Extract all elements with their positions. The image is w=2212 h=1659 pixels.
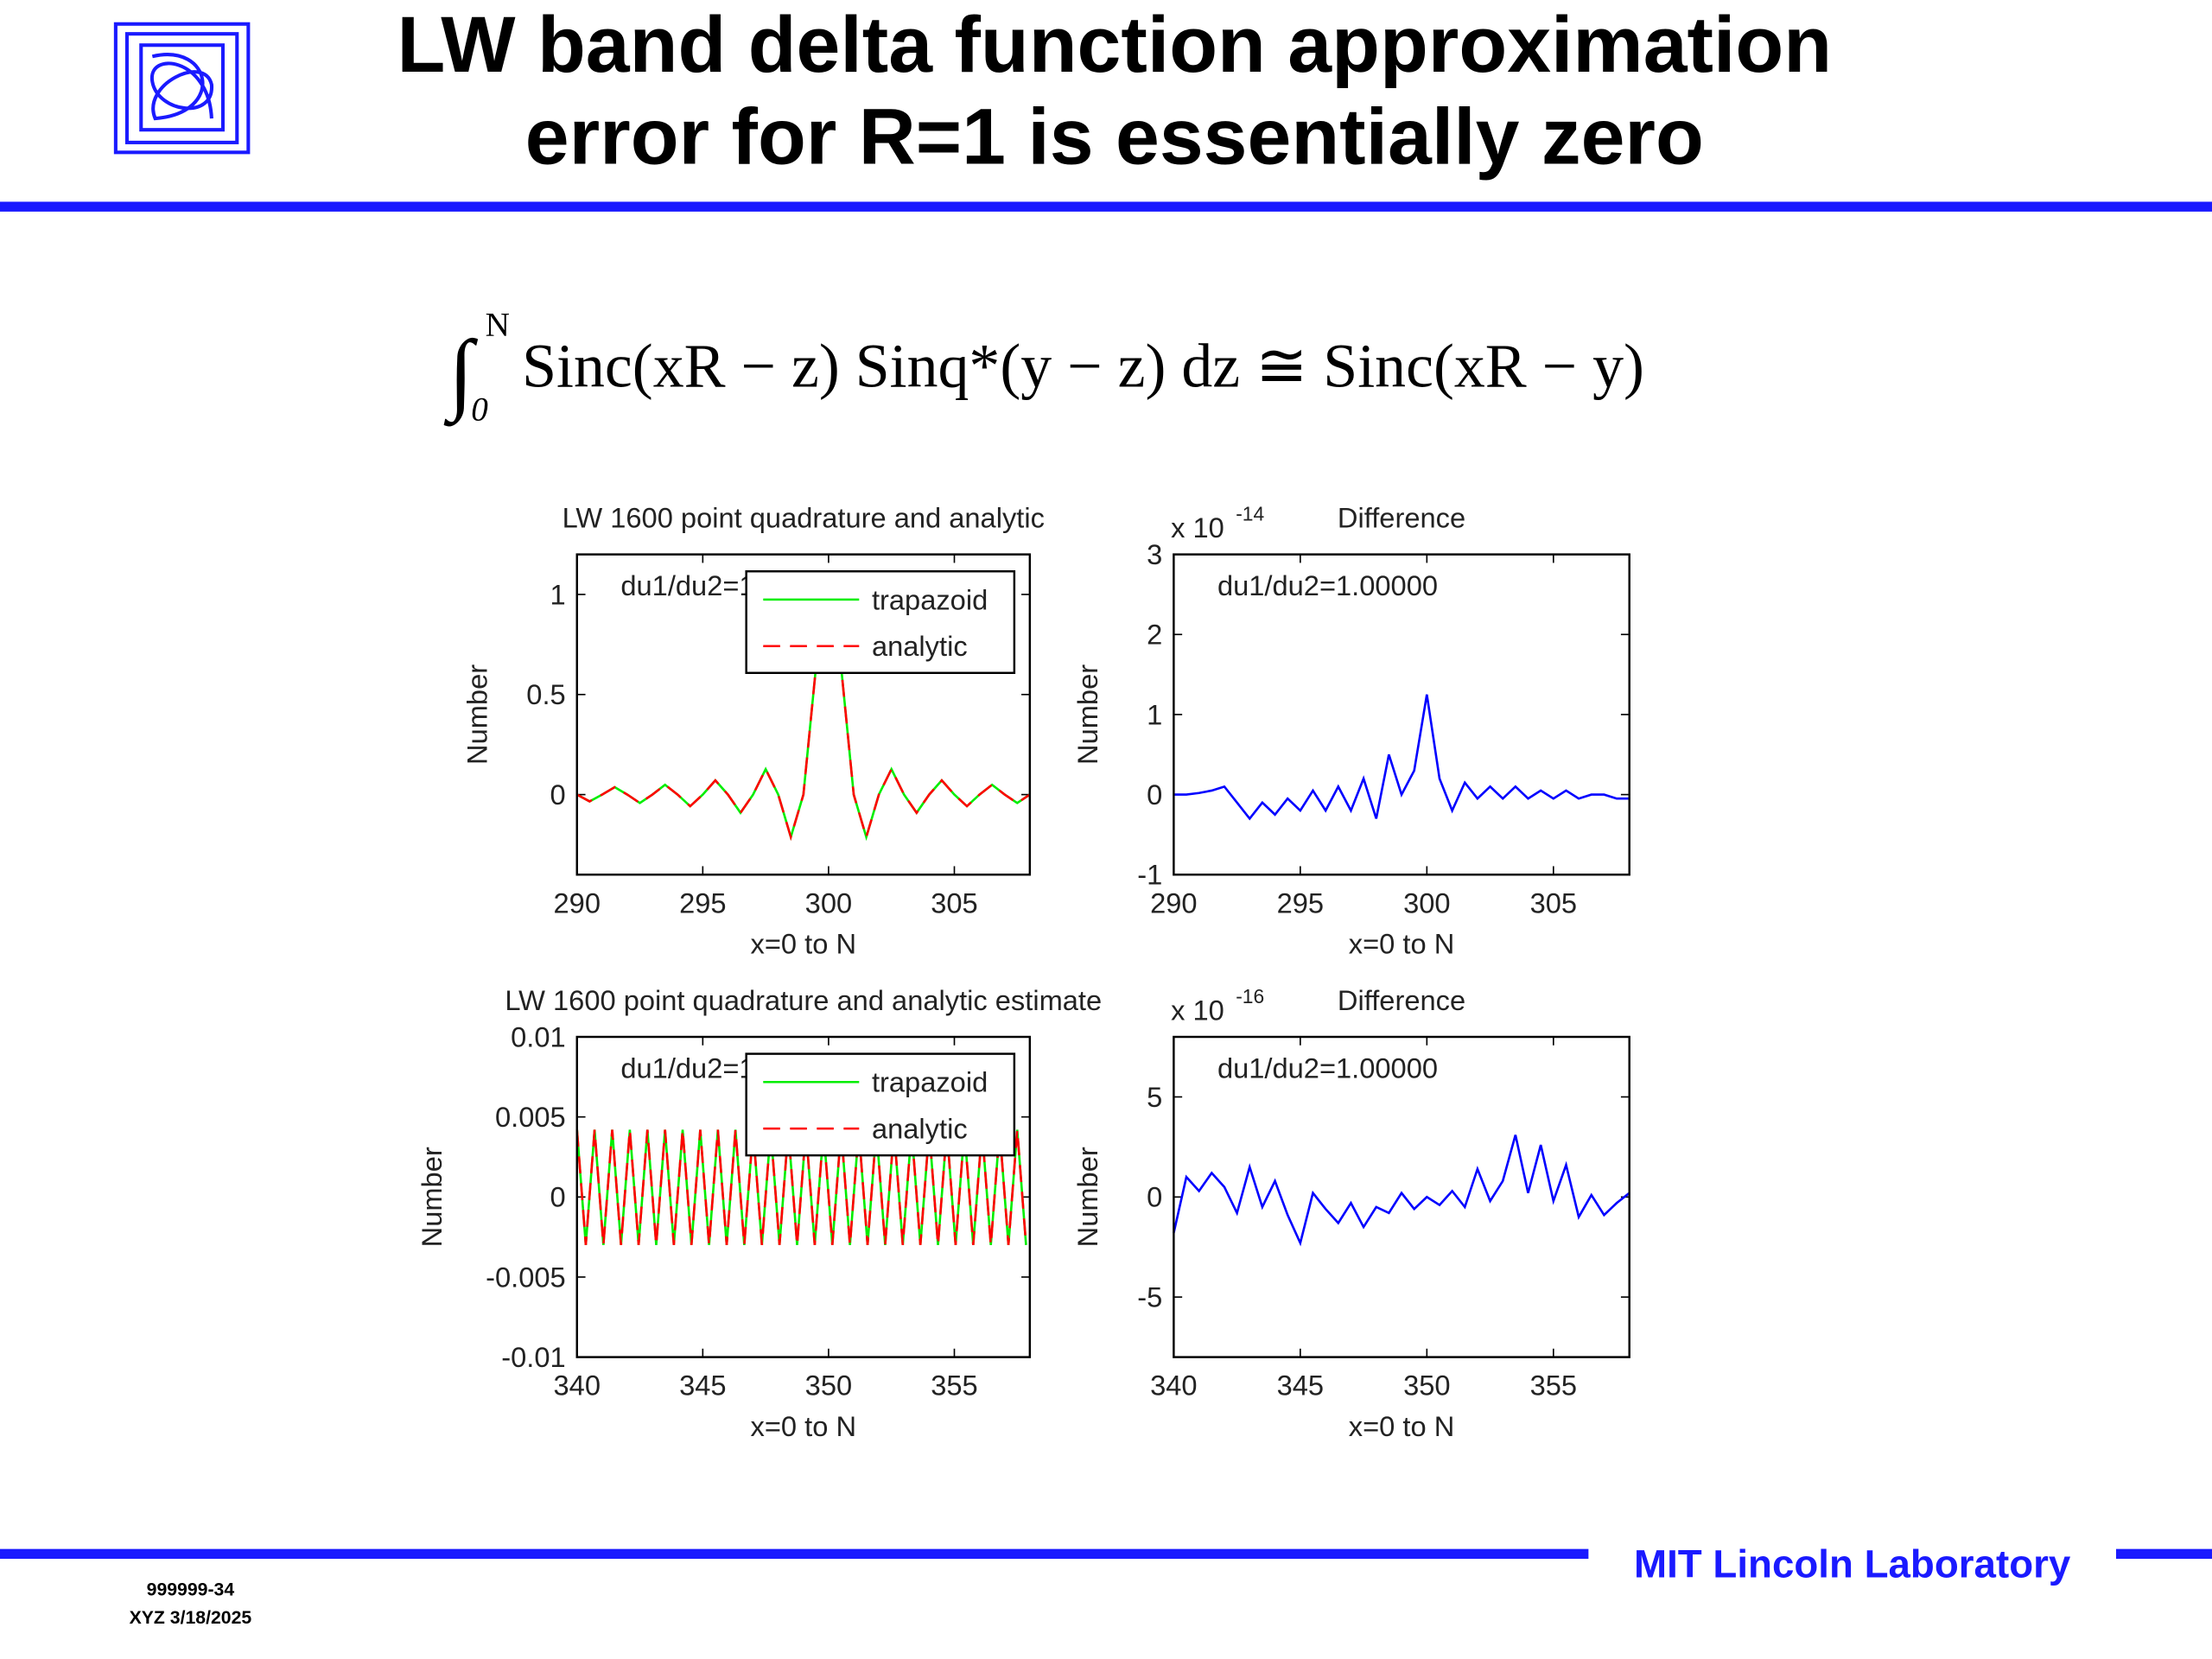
chart-title: Difference	[1338, 984, 1465, 1016]
axis-exponent: -14	[1236, 502, 1264, 524]
chart-title: LW 1600 point quadrature and analytic es…	[505, 984, 1102, 1016]
data-line	[1173, 694, 1630, 821]
plot-frame	[1173, 1035, 1630, 1358]
y-tick-label: -1	[1137, 859, 1162, 891]
chart: LW 1600 point quadrature and analytic es…	[416, 984, 1102, 1442]
footer-rule	[0, 1548, 1589, 1560]
logo	[113, 22, 251, 155]
x-axis-label: x=0 to N	[751, 928, 856, 960]
axis-multiplier: x 10	[1171, 994, 1224, 1026]
legend-box	[745, 1052, 1016, 1157]
x-tick-label: 350	[1403, 1370, 1450, 1402]
chart: LW 1600 point quadrature and analytic Num…	[461, 502, 1045, 960]
x-tick-label: 300	[805, 887, 852, 918]
chart: Difference x 10 -16 Number x=0 to N -5 0 5 340 34…	[1071, 984, 1630, 1442]
x-tick-label: 345	[1277, 1370, 1324, 1402]
x-tick-label: 305	[1530, 887, 1577, 918]
x-tick-label: 295	[679, 887, 726, 918]
y-tick-label: -5	[1137, 1281, 1162, 1313]
y-tick-label: 3	[1147, 538, 1162, 570]
equation-body: Sinc(xR − z) Sinq*(y − z) dz ≅ Sinc(xR −…	[522, 331, 1644, 400]
slide-date: XYZ 3/18/2025	[130, 1608, 252, 1628]
x-tick-label: 345	[679, 1370, 726, 1402]
integral-lower: 0	[471, 391, 488, 429]
y-axis-label: Number	[1071, 1147, 1103, 1247]
legend-label: trapazoid	[872, 1066, 988, 1098]
y-tick-label: 0.5	[526, 678, 565, 710]
plot-frame	[575, 553, 1032, 876]
y-tick-label: 0	[550, 1181, 566, 1213]
y-tick-label: 0	[550, 779, 566, 810]
header-rule	[0, 201, 2212, 212]
plot-frame	[575, 1035, 1032, 1358]
y-tick-label: 5	[1147, 1081, 1162, 1113]
lab-name: MIT Lincoln Laboratory	[1634, 1541, 2071, 1586]
slide-title: LW band delta function approximation	[397, 1, 1833, 89]
y-tick-label: 0.005	[495, 1101, 566, 1133]
y-tick-label: 0	[1147, 1181, 1162, 1213]
annotation: du1/du2=1.00000	[1217, 569, 1438, 601]
x-tick-label: 295	[1277, 887, 1324, 918]
x-tick-label: 290	[554, 887, 601, 918]
chart-title: LW 1600 point quadrature and analytic	[563, 502, 1045, 534]
y-tick-label: -0.005	[486, 1261, 566, 1293]
x-tick-label: 305	[931, 887, 977, 918]
x-tick-label: 290	[1150, 887, 1197, 918]
annotation: du1/du2=1.00000	[1217, 1052, 1438, 1084]
y-tick-label: 1	[550, 578, 566, 610]
legend-label: trapazoid	[872, 583, 988, 615]
x-tick-label: 340	[554, 1370, 601, 1402]
data-line	[575, 1129, 1027, 1245]
chart: Difference x 10 -14 Number x=0 to N -1 0 1 2 3 290…	[1071, 502, 1630, 960]
legend-label: analytic	[872, 630, 968, 662]
x-tick-label: 350	[805, 1370, 852, 1402]
y-tick-label: 0	[1147, 779, 1162, 810]
axis-multiplier: x 10	[1171, 512, 1224, 543]
x-axis-label: x=0 to N	[751, 1410, 856, 1442]
slide-title: error for R=1 is essentially zero	[525, 92, 1704, 181]
slide-id: 999999-34	[147, 1580, 235, 1600]
x-axis-label: x=0 to N	[1349, 928, 1454, 960]
y-tick-label: -0.01	[501, 1341, 565, 1373]
equation: ∫ N 0 Sinc(xR − z) Sinq*(y − z) dz ≅ Sin…	[443, 307, 1644, 429]
y-axis-label: Number	[461, 664, 493, 765]
integral-upper: N	[486, 307, 510, 344]
x-tick-label: 300	[1403, 887, 1450, 918]
data-line	[1173, 1135, 1630, 1247]
y-tick-label: 0.01	[511, 1020, 566, 1052]
y-tick-label: 2	[1147, 619, 1162, 651]
footer-rule	[2115, 1548, 2212, 1560]
y-axis-label: Number	[1071, 664, 1103, 765]
data-line	[576, 594, 1031, 842]
x-axis-label: x=0 to N	[1349, 1410, 1454, 1442]
integral-sign: ∫	[443, 321, 478, 426]
chart-title: Difference	[1338, 502, 1465, 534]
y-tick-label: 1	[1147, 698, 1162, 730]
legend-label: analytic	[872, 1113, 968, 1145]
x-tick-label: 355	[931, 1370, 977, 1402]
legend-box	[745, 570, 1016, 674]
x-tick-label: 355	[1530, 1370, 1577, 1402]
plot-area	[1173, 554, 1630, 875]
plot-frame	[1173, 553, 1630, 876]
y-axis-label: Number	[416, 1147, 448, 1247]
axis-exponent: -16	[1236, 985, 1264, 1007]
x-tick-label: 340	[1150, 1370, 1197, 1402]
